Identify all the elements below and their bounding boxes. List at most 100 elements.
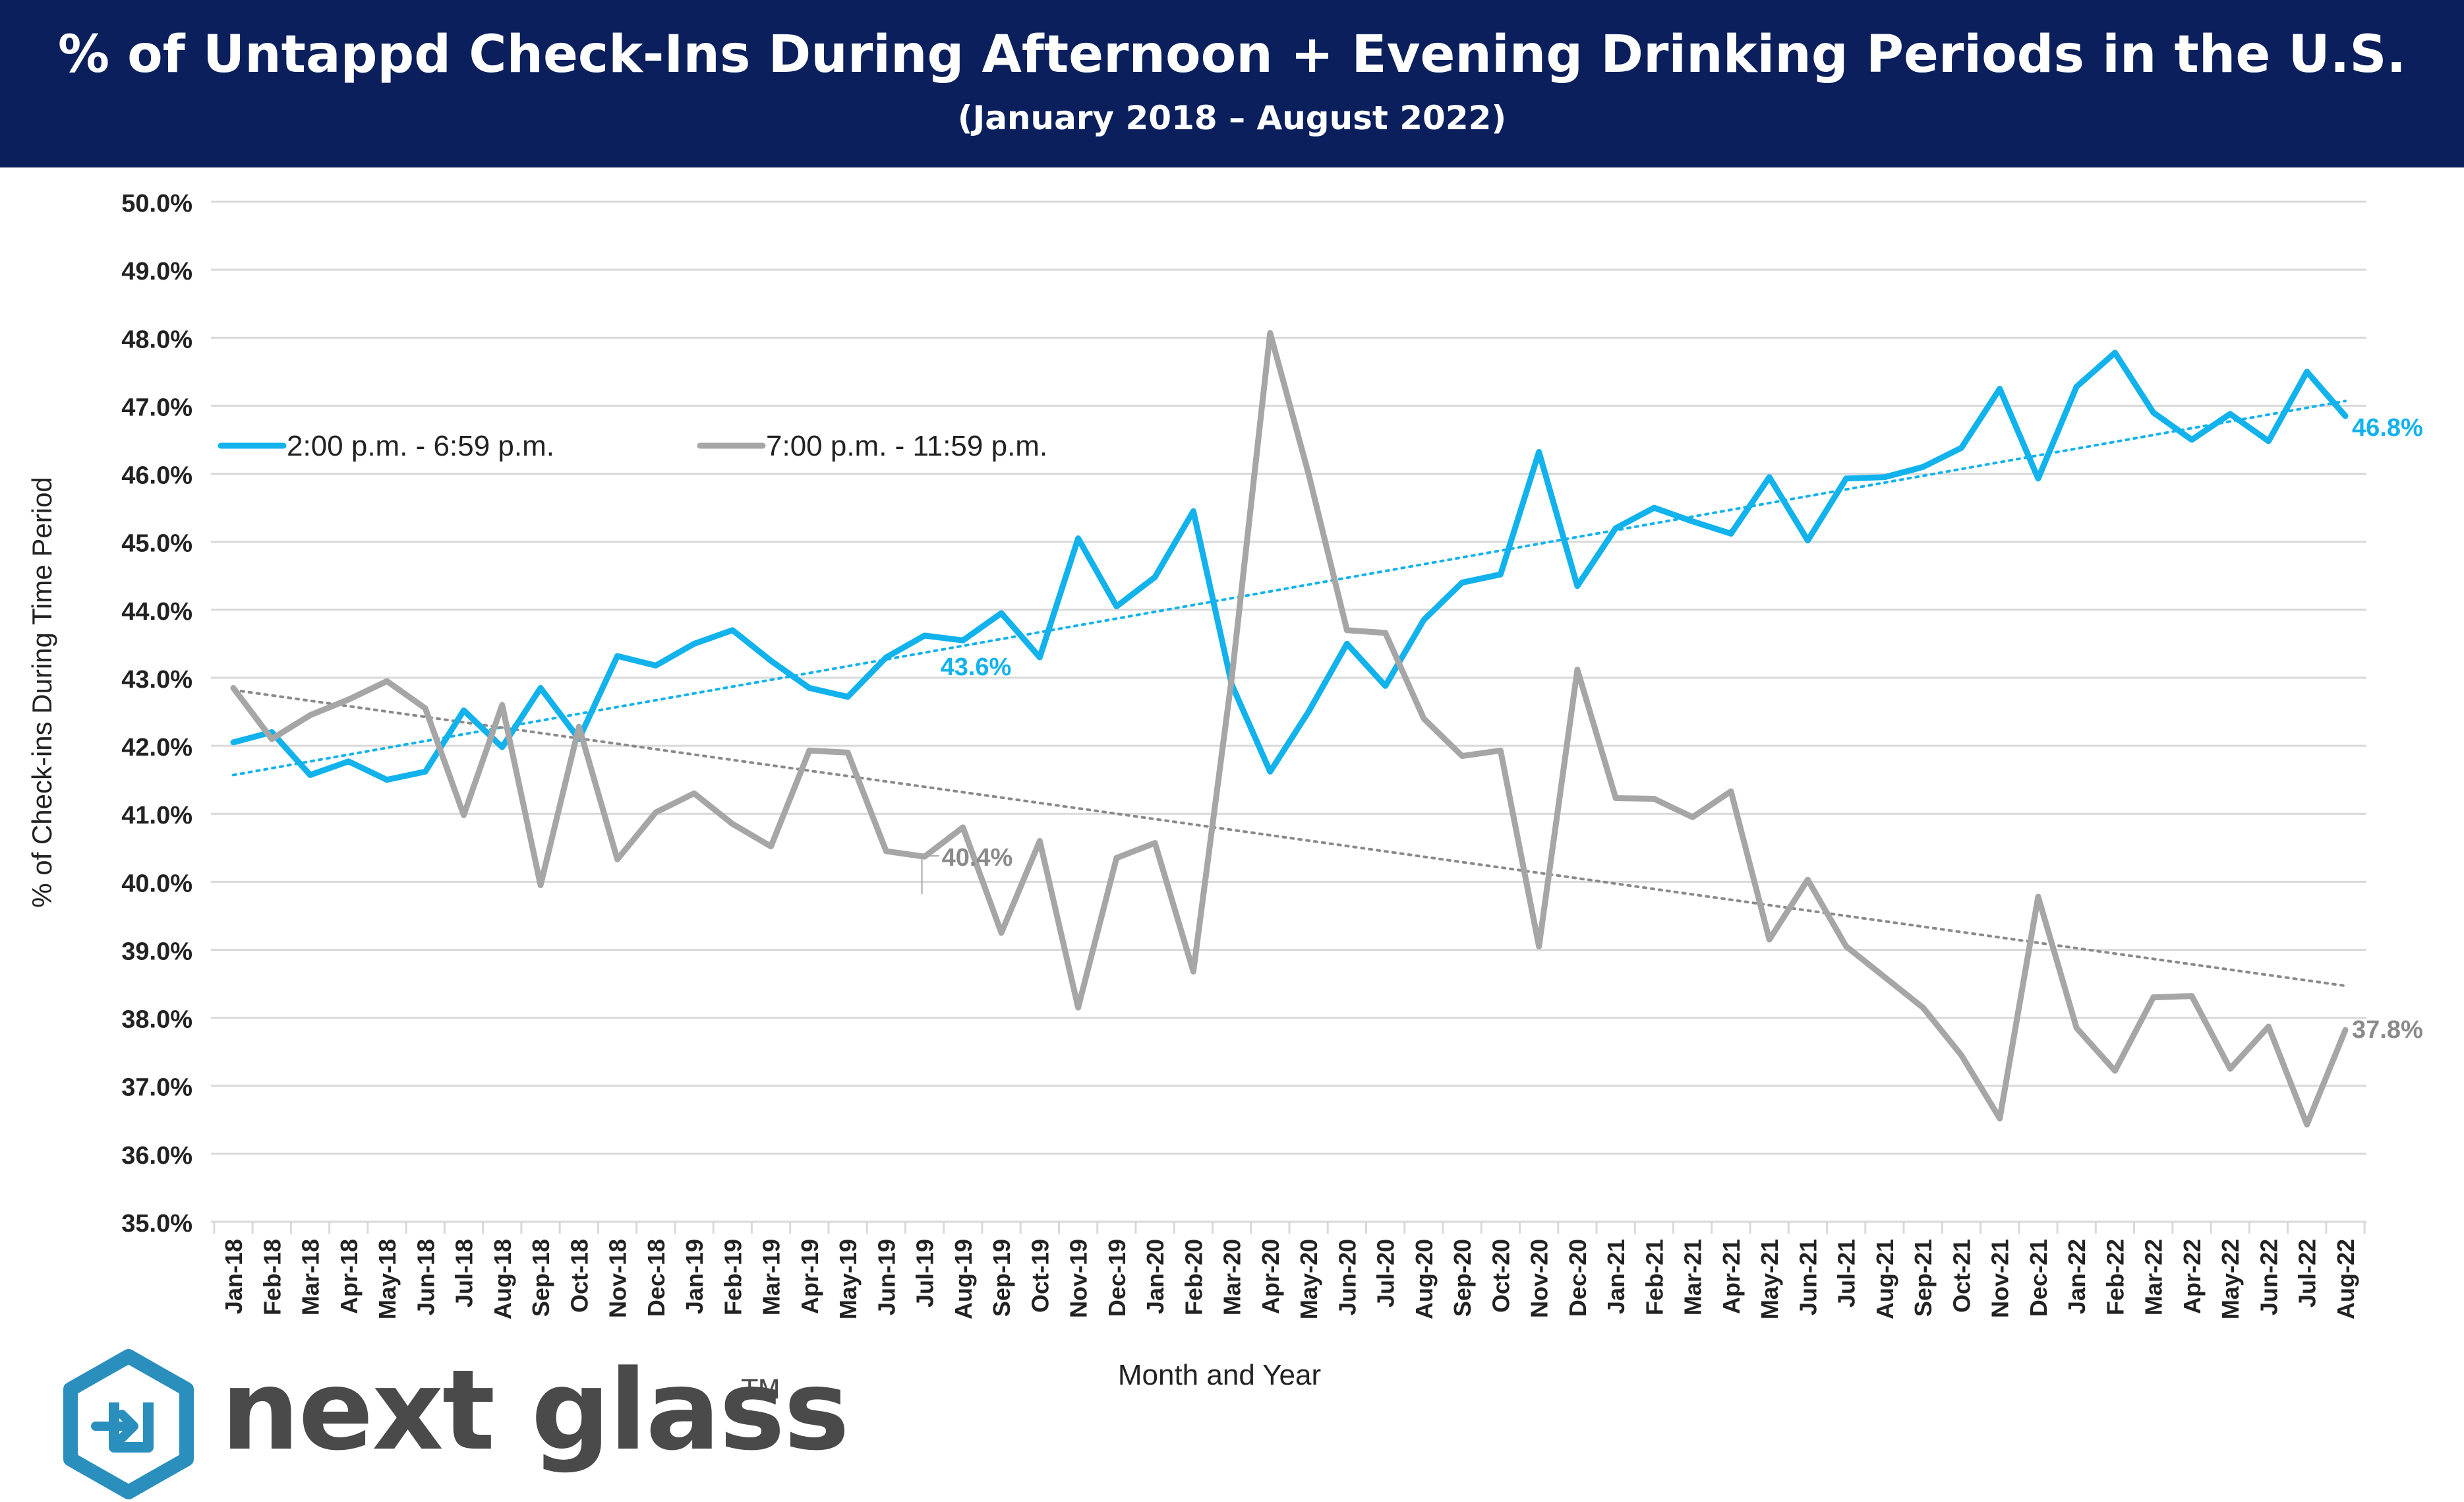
x-tick-label: Oct-19 bbox=[1026, 1239, 1053, 1313]
data-point bbox=[1306, 471, 1311, 476]
data-label: 46.8% bbox=[2352, 414, 2423, 442]
y-tick-label: 48.0% bbox=[121, 326, 192, 353]
data-point bbox=[1460, 580, 1465, 585]
trendlines bbox=[232, 400, 2347, 988]
legend-label: 7:00 p.m. - 11:59 p.m. bbox=[766, 430, 1047, 462]
data-point bbox=[884, 849, 889, 853]
data-point bbox=[1614, 796, 1618, 800]
x-tick-label: Jun-18 bbox=[412, 1239, 439, 1315]
data-point bbox=[1114, 604, 1119, 609]
data-point bbox=[2074, 384, 2079, 389]
x-tick-label: Jun-20 bbox=[1334, 1239, 1361, 1315]
x-tick-label: May-19 bbox=[835, 1239, 862, 1319]
data-point bbox=[999, 930, 1004, 935]
data-point bbox=[2228, 411, 2233, 416]
next-glass-hexagon-logo-icon bbox=[63, 1349, 194, 1499]
x-tick-label: Feb-20 bbox=[1180, 1239, 1207, 1315]
data-point bbox=[1268, 769, 1272, 774]
x-tick-label: May-22 bbox=[2217, 1239, 2244, 1319]
data-point bbox=[1805, 878, 1810, 882]
data-point bbox=[1614, 526, 1618, 531]
data-point bbox=[1575, 667, 1579, 672]
data-point bbox=[1805, 538, 1810, 543]
data-point bbox=[807, 748, 811, 753]
x-tick-label: May-18 bbox=[374, 1239, 401, 1319]
x-tick-label: Jun-22 bbox=[2255, 1239, 2282, 1315]
data-point bbox=[2113, 1069, 2117, 1073]
x-tick-label: Sep-21 bbox=[1910, 1239, 1937, 1317]
x-tick-label: May-20 bbox=[1295, 1239, 1322, 1319]
data-point bbox=[2189, 994, 2194, 998]
chart-subtitle: (January 2018 – August 2022) bbox=[957, 99, 1507, 137]
x-tick-label: Nov-18 bbox=[604, 1239, 631, 1318]
data-point bbox=[807, 686, 811, 690]
data-point bbox=[1882, 475, 1887, 479]
data-point bbox=[1921, 465, 1925, 469]
x-tick-label: Nov-21 bbox=[1987, 1239, 2014, 1318]
x-tick-label: Feb-22 bbox=[2101, 1239, 2128, 1315]
x-tick-label: Oct-21 bbox=[1948, 1239, 1975, 1313]
data-point bbox=[385, 679, 390, 684]
data-point bbox=[231, 740, 235, 744]
data-label: 40.4% bbox=[942, 844, 1013, 872]
data-point bbox=[1921, 1006, 1925, 1010]
data-point bbox=[2113, 350, 2117, 355]
data-point bbox=[1959, 1053, 1964, 1058]
data-point bbox=[1575, 584, 1579, 588]
y-tick-label: 41.0% bbox=[121, 802, 192, 829]
x-tick-label: Aug-22 bbox=[2332, 1239, 2359, 1319]
y-tick-label: 46.0% bbox=[121, 462, 192, 490]
y-axis: 35.0% 36.0% 37.0% 38.0% 39.0% 40.0% 41.0% 42.0%… bbox=[121, 190, 192, 1238]
data-point bbox=[1345, 642, 1349, 646]
legend: 2:00 p.m. - 6:59 p.m. 7:00 p.m. - 11:59 p… bbox=[218, 430, 1047, 462]
data-point bbox=[615, 653, 620, 658]
data-point bbox=[2304, 369, 2309, 374]
data-point bbox=[461, 813, 466, 818]
data-point bbox=[1191, 969, 1196, 974]
label-leader bbox=[921, 855, 939, 895]
data-point bbox=[1460, 754, 1465, 758]
data-point bbox=[960, 825, 965, 829]
data-point bbox=[1306, 709, 1311, 714]
data-point bbox=[653, 663, 658, 668]
data-point bbox=[2343, 413, 2347, 418]
data-point bbox=[231, 686, 235, 690]
y-tick-label: 45.0% bbox=[121, 530, 192, 558]
data-point bbox=[308, 773, 312, 777]
x-tick-label: Apr-20 bbox=[1257, 1239, 1284, 1314]
data-point bbox=[692, 791, 697, 796]
data-point bbox=[999, 611, 1004, 615]
data-point bbox=[1959, 446, 1964, 450]
data-point bbox=[1498, 748, 1503, 753]
data-point bbox=[500, 703, 504, 707]
data-point bbox=[1844, 944, 1848, 949]
x-tick-label: May-21 bbox=[1756, 1239, 1783, 1319]
x-tick-label: Apr-18 bbox=[336, 1239, 363, 1314]
data-point bbox=[1997, 386, 2002, 391]
x-tick-label: Mar-18 bbox=[297, 1239, 324, 1315]
data-point bbox=[2228, 1066, 2233, 1071]
data-point bbox=[423, 769, 428, 774]
y-tick-label: 38.0% bbox=[121, 1006, 192, 1034]
x-tick-label: Jul-18 bbox=[451, 1239, 478, 1307]
x-tick-label: Jan-19 bbox=[681, 1239, 708, 1314]
legend-label: 2:00 p.m. - 6:59 p.m. bbox=[287, 430, 554, 462]
data-point bbox=[423, 706, 428, 711]
data-label: 43.6% bbox=[941, 653, 1012, 681]
data-point bbox=[1076, 536, 1080, 541]
data-point bbox=[1229, 675, 1234, 680]
data-point bbox=[769, 659, 773, 663]
data-point bbox=[1038, 839, 1042, 843]
data-point bbox=[730, 628, 735, 632]
data-point bbox=[1076, 1006, 1080, 1010]
y-tick-label: 44.0% bbox=[121, 598, 192, 626]
x-tick-label: Aug-18 bbox=[489, 1239, 516, 1319]
y-tick-label: 50.0% bbox=[121, 190, 192, 218]
annotations: 43.6% 40.4% 46.8% 37.8% bbox=[921, 414, 2423, 1044]
data-point bbox=[539, 883, 543, 887]
data-point bbox=[769, 844, 773, 849]
data-point bbox=[1114, 856, 1119, 860]
data-point bbox=[500, 745, 504, 750]
data-point bbox=[2036, 895, 2040, 899]
